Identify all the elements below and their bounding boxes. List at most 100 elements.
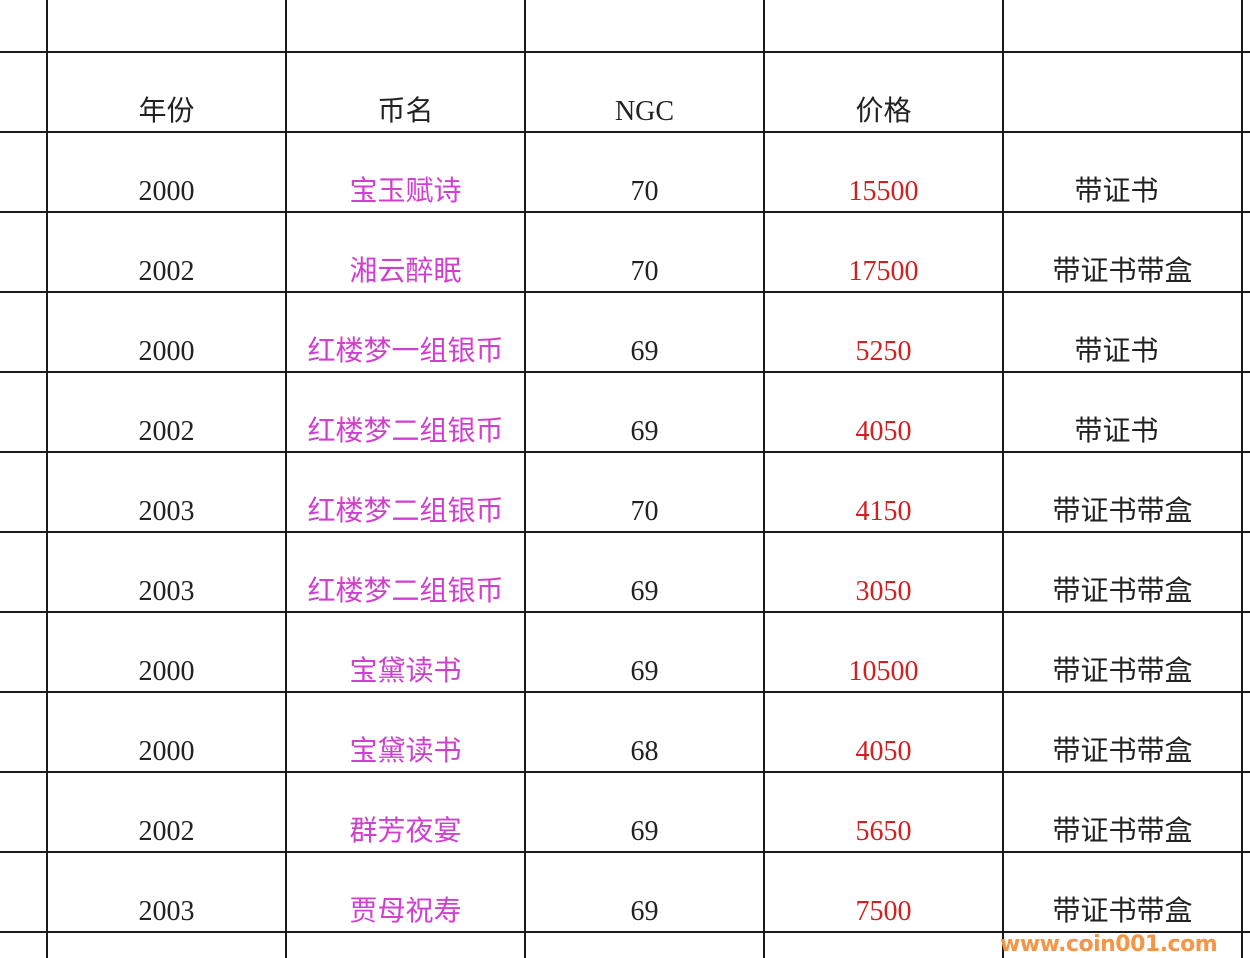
cell-note[interactable]: 带证书 — [997, 292, 1236, 372]
cell-year[interactable]: 2000 — [47, 132, 286, 212]
cell-note-text: 带证书带盒 — [1052, 656, 1193, 687]
cell-year-text: 2003 — [138, 496, 195, 527]
cell-price[interactable]: 4050 — [764, 692, 1003, 772]
cell-ngc[interactable]: 69 — [525, 372, 764, 452]
column-gridline — [1002, 0, 1004, 958]
header-cell-text: 币名 — [377, 96, 434, 127]
cell-ngc[interactable]: 69 — [525, 852, 764, 932]
header-cell[interactable]: 年份 — [47, 52, 286, 132]
cell-year-text: 2000 — [138, 656, 195, 687]
cell-price-text: 4050 — [855, 416, 912, 447]
cell-name[interactable]: 湘云醉眠 — [286, 212, 525, 292]
cell-year[interactable]: 2003 — [47, 852, 286, 932]
cell-price[interactable]: 15500 — [764, 132, 1003, 212]
cell-note-text: 带证书 — [1074, 336, 1159, 367]
cell-ngc-text: 70 — [630, 256, 659, 287]
row-gridline — [0, 931, 1250, 933]
cell-price[interactable]: 17500 — [764, 212, 1003, 292]
header-cell[interactable] — [1003, 52, 1242, 132]
cell-name-text: 宝玉赋诗 — [349, 176, 462, 207]
row-gridline — [0, 531, 1250, 533]
cell-name-text: 红楼梦二组银币 — [307, 576, 504, 607]
cell-name[interactable]: 红楼梦一组银币 — [286, 292, 525, 372]
header-cell-text: 价格 — [855, 96, 912, 127]
cell-note-text: 带证书带盒 — [1052, 896, 1193, 927]
cell-year[interactable]: 2003 — [47, 452, 286, 532]
cell-price-text: 4050 — [855, 736, 912, 767]
cell-year-text: 2002 — [138, 416, 195, 447]
cell-ngc-text: 70 — [630, 176, 659, 207]
cell-year-text: 2002 — [138, 816, 195, 847]
header-cell[interactable]: NGC — [525, 52, 764, 132]
cell-note[interactable]: 带证书带盒 — [1003, 452, 1242, 532]
cell-note[interactable]: 带证书带盒 — [1003, 692, 1242, 772]
cell-price[interactable]: 3050 — [764, 532, 1003, 612]
cell-price[interactable]: 7500 — [764, 852, 1003, 932]
cell-name[interactable]: 红楼梦二组银币 — [286, 532, 525, 612]
cell-name[interactable]: 贾母祝寿 — [286, 852, 525, 932]
cell-ngc[interactable]: 70 — [525, 212, 764, 292]
cell-year[interactable]: 2002 — [47, 372, 286, 452]
row-gridline — [0, 51, 1250, 53]
cell-ngc[interactable]: 69 — [525, 532, 764, 612]
cell-note[interactable]: 带证书带盒 — [1003, 852, 1242, 932]
cell-year[interactable]: 2000 — [47, 612, 286, 692]
cell-price-text: 10500 — [848, 656, 919, 687]
cell-year[interactable]: 2002 — [47, 212, 286, 292]
cell-year[interactable]: 2002 — [47, 772, 286, 852]
cell-name[interactable]: 宝黛读书 — [286, 612, 525, 692]
row-gridline — [0, 291, 1250, 293]
cell-price[interactable]: 4150 — [764, 452, 1003, 532]
cell-price[interactable]: 10500 — [764, 612, 1003, 692]
row-gridline — [0, 771, 1250, 773]
cell-year-text: 2000 — [138, 176, 195, 207]
cell-name-text: 红楼梦二组银币 — [307, 496, 504, 527]
cell-ngc[interactable]: 69 — [525, 612, 764, 692]
cell-name-text: 贾母祝寿 — [349, 896, 462, 927]
cell-name-text: 群芳夜宴 — [349, 816, 462, 847]
cell-ngc[interactable]: 68 — [525, 692, 764, 772]
column-gridline — [524, 0, 526, 958]
cell-note-text: 带证书带盒 — [1052, 816, 1193, 847]
cell-name[interactable]: 群芳夜宴 — [286, 772, 525, 852]
cell-year[interactable]: 2000 — [47, 692, 286, 772]
cell-year-text: 2002 — [138, 256, 195, 287]
cell-price-text: 17500 — [848, 256, 919, 287]
cell-note[interactable]: 带证书带盒 — [1003, 532, 1242, 612]
cell-price[interactable]: 5650 — [764, 772, 1003, 852]
cell-name[interactable]: 红楼梦二组银币 — [286, 452, 525, 532]
header-cell[interactable]: 价格 — [764, 52, 1003, 132]
cell-price[interactable]: 5250 — [764, 292, 1003, 372]
header-cell[interactable]: 币名 — [286, 52, 525, 132]
cell-price[interactable]: 4050 — [764, 372, 1003, 452]
cell-ngc[interactable]: 70 — [525, 452, 764, 532]
cell-name[interactable]: 宝黛读书 — [286, 692, 525, 772]
cell-note[interactable]: 带证书 — [997, 132, 1236, 212]
cell-price-text: 5650 — [855, 816, 912, 847]
cell-price-text: 4150 — [855, 496, 912, 527]
cell-note[interactable]: 带证书带盒 — [1003, 212, 1242, 292]
cell-note[interactable]: 带证书 — [997, 372, 1236, 452]
cell-ngc-text: 69 — [630, 656, 659, 687]
cell-name-text: 红楼梦一组银币 — [307, 336, 504, 367]
row-gridline — [0, 851, 1250, 853]
cell-year[interactable]: 2003 — [47, 532, 286, 612]
header-cell-text: 年份 — [138, 96, 195, 127]
cell-name[interactable]: 红楼梦二组银币 — [286, 372, 525, 452]
row-gridline — [0, 451, 1250, 453]
cell-year-text: 2000 — [138, 736, 195, 767]
cell-year-text: 2000 — [138, 336, 195, 367]
cell-note-text: 带证书带盒 — [1052, 496, 1193, 527]
cell-ngc[interactable]: 69 — [525, 772, 764, 852]
cell-ngc[interactable]: 69 — [525, 292, 764, 372]
cell-note-text: 带证书 — [1074, 176, 1159, 207]
column-gridline — [46, 0, 48, 958]
column-gridline — [763, 0, 765, 958]
cell-note[interactable]: 带证书带盒 — [1003, 772, 1242, 852]
cell-note[interactable]: 带证书带盒 — [1003, 612, 1242, 692]
cell-year[interactable]: 2000 — [47, 292, 286, 372]
cell-ngc[interactable]: 70 — [525, 132, 764, 212]
cell-price-text: 3050 — [855, 576, 912, 607]
cell-note-text: 带证书带盒 — [1052, 256, 1193, 287]
cell-name[interactable]: 宝玉赋诗 — [286, 132, 525, 212]
